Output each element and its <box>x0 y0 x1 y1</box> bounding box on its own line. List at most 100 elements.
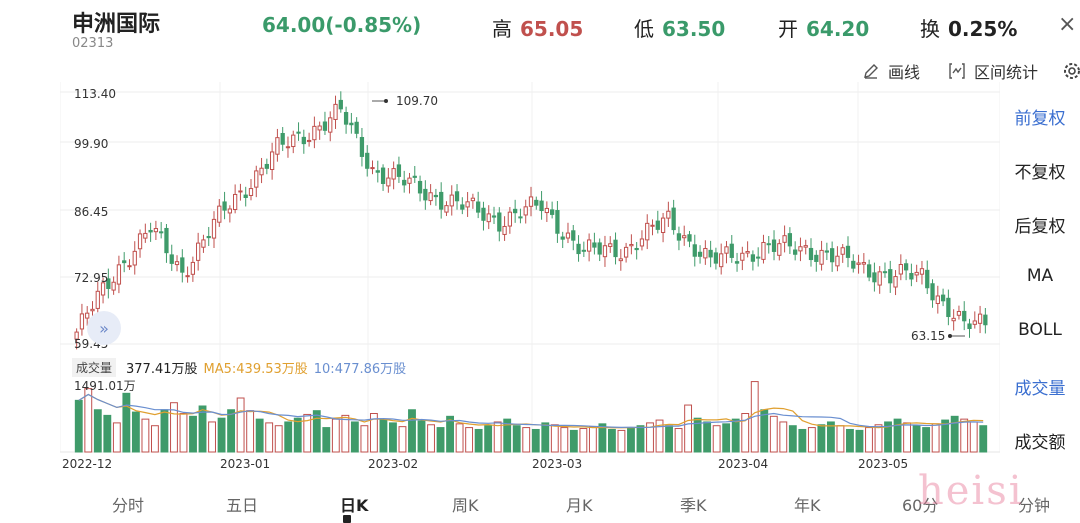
volume-ma5: MA5:439.53万股 <box>203 362 308 377</box>
volume-bar-5 <box>122 392 131 453</box>
kline-svg[interactable]: 113.40 99.90 86.45 72.95 59.45 109.70 63… <box>59 82 1001 478</box>
candle-body-19 <box>174 261 180 266</box>
volume-bar-36 <box>417 420 426 453</box>
volume-bar-44 <box>493 421 502 453</box>
kline-chart[interactable]: 113.40 99.90 86.45 72.95 59.45 109.70 63… <box>59 82 1001 478</box>
candle-body-116 <box>687 234 692 242</box>
candle-body-37 <box>269 151 275 171</box>
candle-body-115 <box>682 235 687 239</box>
candle-body-153 <box>882 271 888 274</box>
x-label-5: 2023-05 <box>858 457 908 471</box>
tab-60-min[interactable]: 60分 <box>902 496 939 515</box>
candle-body-108 <box>645 222 650 241</box>
tab-intraday[interactable]: 分时 <box>112 496 145 515</box>
candle-body-64 <box>412 175 417 178</box>
side-item-unadjusted[interactable]: 不复权 <box>1014 163 1066 183</box>
tab-quarterly-k[interactable]: 季K <box>680 496 707 515</box>
candle-body-59 <box>386 177 391 187</box>
volume-bar-37 <box>427 424 435 453</box>
open-stat: 开 64.20 <box>778 13 869 42</box>
candle-body-40 <box>285 146 291 149</box>
volume-bar-59 <box>636 425 645 453</box>
candle-body-74 <box>465 201 470 208</box>
candle-body-67 <box>428 192 433 202</box>
candle-body-150 <box>866 264 872 278</box>
volume-bar-64 <box>684 404 693 453</box>
volume-bar-68 <box>722 423 731 453</box>
tab-weekly-k[interactable]: 周K <box>452 496 479 515</box>
x-label-4: 2023-04 <box>718 457 768 471</box>
volume-bar-55 <box>598 423 607 453</box>
volume-bar-30 <box>360 425 369 453</box>
candle-body-7 <box>111 281 116 291</box>
volume-bar-54 <box>588 426 597 453</box>
side-item-ma[interactable]: MA <box>1026 266 1054 286</box>
candle-body-24 <box>201 239 206 248</box>
volume-bar-69 <box>731 418 740 453</box>
candle-body-133 <box>777 243 782 256</box>
tab-daily-k[interactable]: 日K <box>340 496 369 515</box>
candle-body-139 <box>808 247 814 261</box>
candle-body-2 <box>85 312 90 319</box>
candle-body-149 <box>861 262 866 265</box>
candle-body-125 <box>734 261 740 264</box>
tab-monthly-k[interactable]: 月K <box>566 496 593 515</box>
tab-minute[interactable]: 分钟 <box>1018 496 1051 515</box>
scroll-forward-button[interactable]: » <box>87 311 121 345</box>
volume-bar-28 <box>341 414 350 453</box>
price-change: 64.00(-0.85%) <box>262 13 422 37</box>
candle-body-30 <box>233 193 238 210</box>
candle-body-9 <box>122 260 127 264</box>
side-item-turnover-amount[interactable]: 成交额 <box>1014 433 1066 453</box>
volume-bar-88 <box>912 425 921 453</box>
volume-bar-27 <box>331 418 340 453</box>
draw-line-tool[interactable]: 画线 <box>862 58 920 84</box>
candle-body-101 <box>608 243 613 247</box>
volume-tag[interactable]: 成交量 <box>72 358 117 377</box>
candle-body-123 <box>724 246 729 254</box>
range-stats-button[interactable]: 区间统计 <box>948 59 1038 83</box>
volume-bar-81 <box>846 428 854 453</box>
candle-body-57 <box>375 170 380 173</box>
x-label-2: 2023-02 <box>368 457 418 471</box>
candle-body-10 <box>127 265 132 268</box>
candle-body-31 <box>238 190 243 193</box>
candle-body-49 <box>333 103 338 120</box>
candle-body-113 <box>671 207 676 231</box>
close-icon[interactable]: × <box>1058 12 1077 37</box>
x-label-1: 2023-01 <box>220 457 270 471</box>
tab-yearly-k[interactable]: 年K <box>794 496 821 515</box>
max-marker-dot <box>384 99 388 103</box>
candle-body-14 <box>148 229 153 233</box>
candle-body-130 <box>761 241 766 260</box>
candle-body-134 <box>782 235 787 243</box>
high-label: 高 <box>492 17 512 41</box>
candle-body-162 <box>930 283 935 301</box>
volume-bar-61 <box>655 419 664 453</box>
volume-bar-2 <box>93 409 102 453</box>
volume-bar-70 <box>741 413 750 453</box>
volume-bar-75 <box>788 425 797 453</box>
candle-body-22 <box>190 261 196 275</box>
candle-body-79 <box>491 215 497 218</box>
gear-icon[interactable] <box>1062 61 1080 81</box>
volume-bar-47 <box>522 427 531 453</box>
candle-body-94 <box>571 230 576 241</box>
candle-body-152 <box>877 271 882 286</box>
range-stats-tool[interactable]: 区间统计 <box>948 58 1038 84</box>
volume-bar-9 <box>160 409 169 453</box>
candle-body-167 <box>956 310 962 316</box>
low-stat: 低 63.50 <box>634 13 725 42</box>
candle-body-111 <box>660 217 666 233</box>
candle-body-44 <box>306 139 312 142</box>
side-item-backward-adjusted[interactable]: 后复权 <box>1014 217 1066 237</box>
volume-bar-13 <box>198 405 207 453</box>
candle-body-66 <box>423 188 428 201</box>
side-item-forward-adjusted[interactable]: 前复权 <box>1014 109 1066 129</box>
draw-line-button[interactable]: 画线 <box>862 59 920 83</box>
volume-bar-23 <box>293 417 302 453</box>
tab-five-day[interactable]: 五日 <box>226 496 259 515</box>
side-item-boll[interactable]: BOLL <box>1018 320 1062 340</box>
candle-body-46 <box>317 125 322 131</box>
side-item-volume[interactable]: 成交量 <box>1014 379 1066 399</box>
